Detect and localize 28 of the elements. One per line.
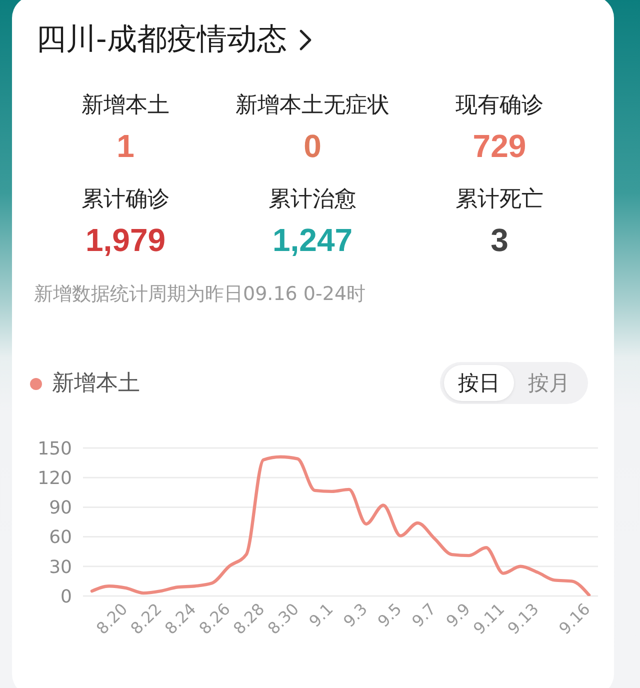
category-label: 现有确诊 <box>456 93 544 118</box>
y-tick-label: 120 <box>38 468 72 489</box>
y-tick-label: 60 <box>49 527 72 548</box>
x-tick-label: 9.9 <box>442 599 474 631</box>
category-label: 新增本土 <box>82 93 170 118</box>
y-tick-label: 0 <box>60 586 72 608</box>
data-label: 1,979 <box>85 222 166 258</box>
legend-label: 新增本土 <box>52 370 140 398</box>
data-label: 0 <box>304 128 322 164</box>
x-tick-label: 9.5 <box>374 599 406 631</box>
data-label: 3 <box>490 222 508 258</box>
x-tick-label: 9.7 <box>408 599 440 631</box>
text: 新增数据统计周期为昨日09.16 0-24时 <box>34 283 366 305</box>
data-label: 1,247 <box>272 222 353 258</box>
x-tick-label: 9.3 <box>340 599 372 631</box>
category-label: 新增本土无症状 <box>236 93 390 118</box>
y-tick-label: 30 <box>49 556 72 578</box>
text: 四川-成都疫情动态 <box>36 22 287 58</box>
category-label: 累计治愈 <box>268 187 356 212</box>
segmented-control: 按日 按月 <box>440 362 588 404</box>
category-label: 累计死亡 <box>456 187 544 212</box>
data-label: 1 <box>116 128 134 164</box>
line-series <box>90 455 591 596</box>
y-tick-label: 150 <box>38 438 72 460</box>
y-tick-label: 90 <box>49 498 72 519</box>
data-label: 729 <box>472 128 526 164</box>
category-label: 累计确诊 <box>82 187 170 212</box>
x-tick-label: 9.1 <box>305 599 337 631</box>
